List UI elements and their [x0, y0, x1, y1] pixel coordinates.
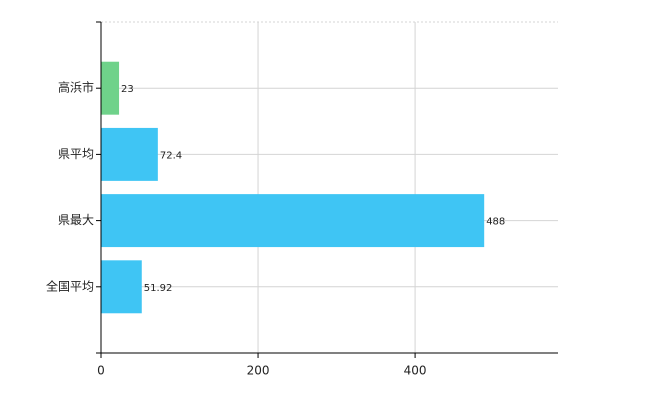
value-label: 488 [486, 217, 505, 228]
y-tick-label: 全国平均 [46, 278, 94, 293]
x-tick-label: 400 [404, 364, 427, 378]
y-tick-label: 県平均 [58, 147, 94, 161]
y-tick-label: 高浜市 [58, 80, 94, 95]
bar [101, 61, 120, 115]
value-label: 51.92 [144, 283, 173, 294]
bar [101, 194, 485, 248]
value-label: 72.4 [160, 150, 182, 161]
bar [101, 127, 158, 181]
x-tick-label: 0 [97, 364, 105, 378]
bar [101, 260, 142, 314]
value-label: 23 [121, 84, 134, 95]
y-tick-label: 県最大 [58, 213, 94, 227]
x-tick-label: 200 [247, 364, 270, 378]
